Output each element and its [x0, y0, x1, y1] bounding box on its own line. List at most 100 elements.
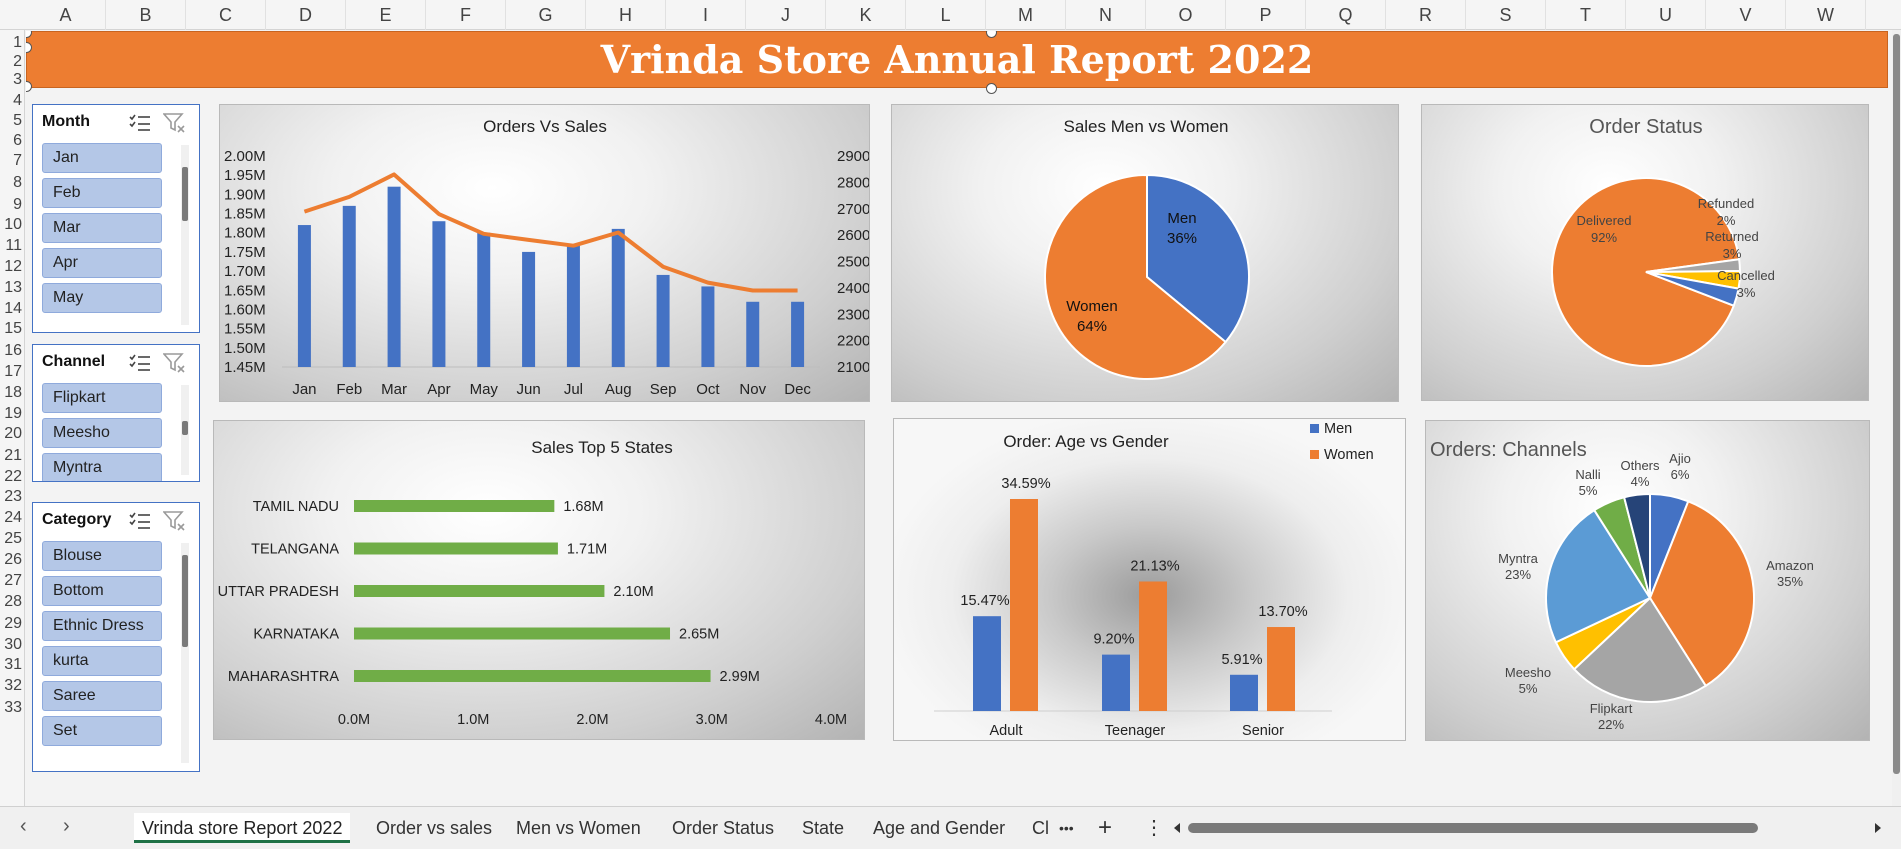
row-header[interactable]: 22: [4, 468, 22, 485]
column-header[interactable]: N: [1066, 0, 1146, 30]
column-header[interactable]: P: [1226, 0, 1306, 30]
column-header[interactable]: L: [906, 0, 986, 30]
slicer-scrollbar[interactable]: [181, 543, 189, 763]
row-header[interactable]: 14: [4, 300, 22, 317]
row-header[interactable]: 16: [4, 342, 22, 359]
slicer-item[interactable]: Apr: [42, 248, 162, 278]
multi-select-icon[interactable]: [129, 114, 151, 132]
row-header[interactable]: 18: [4, 384, 22, 401]
row-header[interactable]: 25: [4, 530, 22, 547]
row-header[interactable]: 31: [4, 656, 22, 673]
resize-handle[interactable]: [26, 81, 32, 92]
row-header[interactable]: 17: [4, 363, 22, 380]
resize-handle[interactable]: [986, 83, 997, 94]
slicer-item[interactable]: Blouse: [42, 541, 162, 571]
column-header[interactable]: S: [1466, 0, 1546, 30]
row-header[interactable]: 6: [13, 132, 22, 149]
tab-menu-icon[interactable]: ⋮: [1144, 817, 1164, 839]
column-header[interactable]: U: [1626, 0, 1706, 30]
column-header[interactable]: E: [346, 0, 426, 30]
sheet-tab[interactable]: Order vs sales: [376, 818, 493, 838]
column-header[interactable]: F: [426, 0, 506, 30]
slicer-item[interactable]: Jan: [42, 143, 162, 173]
row-header[interactable]: 27: [4, 572, 22, 589]
column-header[interactable]: V: [1706, 0, 1786, 30]
column-header[interactable]: A: [26, 0, 106, 30]
row-header[interactable]: 12: [4, 258, 22, 275]
row-header[interactable]: 2: [13, 53, 22, 70]
column-header[interactable]: R: [1386, 0, 1466, 30]
more-tabs-icon[interactable]: •••: [1059, 820, 1074, 836]
slicer-item[interactable]: Flipkart: [42, 383, 162, 413]
row-header[interactable]: 21: [4, 447, 22, 464]
slicer-scrollbar[interactable]: [181, 145, 189, 325]
column-header[interactable]: Q: [1306, 0, 1386, 30]
vertical-scrollbar[interactable]: [1892, 30, 1901, 806]
row-header[interactable]: 1: [13, 34, 22, 51]
column-header[interactable]: G: [506, 0, 586, 30]
clear-filter-icon[interactable]: [163, 352, 187, 374]
column-header[interactable]: O: [1146, 0, 1226, 30]
row-header[interactable]: 28: [4, 593, 22, 610]
sales-men-women-chart[interactable]: Sales Men vs Women Men 36% Women 64%: [891, 104, 1399, 402]
sheet-tab[interactable]: Vrinda store Report 2022: [134, 813, 351, 843]
slicer-item[interactable]: Set: [42, 716, 162, 746]
row-header[interactable]: 10: [4, 216, 22, 233]
column-header[interactable]: T: [1546, 0, 1626, 30]
slicer-item[interactable]: kurta: [42, 646, 162, 676]
column-header[interactable]: C: [186, 0, 266, 30]
add-sheet-button[interactable]: +: [1098, 814, 1113, 841]
orders-vs-sales-chart[interactable]: Orders Vs Sales 2.00M 1.95M 1.90M 1.85M 1.80M…: [219, 104, 870, 402]
row-header[interactable]: 15: [4, 320, 22, 337]
sheet-tab[interactable]: Cl: [1032, 818, 1049, 838]
slicer-item[interactable]: Meesho: [42, 418, 162, 448]
age-gender-chart[interactable]: Order: Age vs Gender Men Women 15.47% 34.59%…: [893, 418, 1406, 741]
category-slicer[interactable]: Category Blouse Bottom Ethnic Dress kurta Sa…: [32, 502, 200, 772]
row-header[interactable]: 30: [4, 636, 22, 653]
row-header[interactable]: 24: [4, 509, 22, 526]
top-states-chart[interactable]: Sales Top 5 States TAMIL NADU 1.68M TELANGA…: [213, 420, 865, 740]
row-header[interactable]: 5: [13, 112, 22, 129]
multi-select-icon[interactable]: [129, 354, 151, 372]
row-header[interactable]: 7: [13, 152, 22, 169]
row-header[interactable]: 29: [4, 615, 22, 632]
column-header[interactable]: H: [586, 0, 666, 30]
slicer-item[interactable]: Saree: [42, 681, 162, 711]
row-header[interactable]: 26: [4, 551, 22, 568]
slicer-item[interactable]: May: [42, 283, 162, 313]
column-header[interactable]: M: [986, 0, 1066, 30]
row-header[interactable]: 11: [5, 237, 22, 254]
row-header[interactable]: 4: [13, 92, 22, 109]
row-header[interactable]: 23: [4, 488, 22, 505]
slicer-scrollbar[interactable]: [181, 385, 189, 475]
horizontal-scrollbar[interactable]: [1170, 820, 1885, 836]
clear-filter-icon[interactable]: [163, 112, 187, 134]
column-header[interactable]: W: [1786, 0, 1866, 30]
order-status-chart[interactable]: Order Status Delivered 92% Refunded 2% Return…: [1421, 104, 1869, 401]
channel-slicer[interactable]: Channel Flipkart Meesho Myntra: [32, 344, 200, 482]
month-slicer[interactable]: Month Jan Feb Mar Apr May: [32, 104, 200, 333]
slicer-item[interactable]: Myntra: [42, 453, 162, 481]
row-header[interactable]: 32: [4, 677, 22, 694]
row-header[interactable]: 8: [13, 174, 22, 191]
resize-handle[interactable]: [986, 31, 997, 38]
row-header[interactable]: 20: [4, 425, 22, 442]
column-header[interactable]: B: [106, 0, 186, 30]
clear-filter-icon[interactable]: [163, 510, 187, 532]
channels-chart[interactable]: Orders: Channels Ajio 6% Amazon 35% Flipkart 2…: [1425, 420, 1870, 741]
row-header[interactable]: 9: [13, 196, 22, 213]
row-header[interactable]: 33: [4, 699, 22, 716]
sheet-tab[interactable]: Order Status: [672, 818, 775, 838]
report-banner[interactable]: Vrinda Store Annual Report 2022: [26, 31, 1888, 88]
row-header[interactable]: 3: [13, 71, 22, 88]
row-header[interactable]: 13: [4, 279, 22, 296]
multi-select-icon[interactable]: [129, 512, 151, 530]
column-header[interactable]: I: [666, 0, 746, 30]
slicer-item[interactable]: Mar: [42, 213, 162, 243]
slicer-item[interactable]: Feb: [42, 178, 162, 208]
column-header[interactable]: D: [266, 0, 346, 30]
slicer-item[interactable]: Bottom: [42, 576, 162, 606]
next-sheet-icon[interactable]: ›: [63, 815, 70, 837]
vertical-scroll-thumb[interactable]: [1893, 34, 1900, 774]
sheet-tab[interactable]: Age and Gender: [873, 818, 1006, 838]
